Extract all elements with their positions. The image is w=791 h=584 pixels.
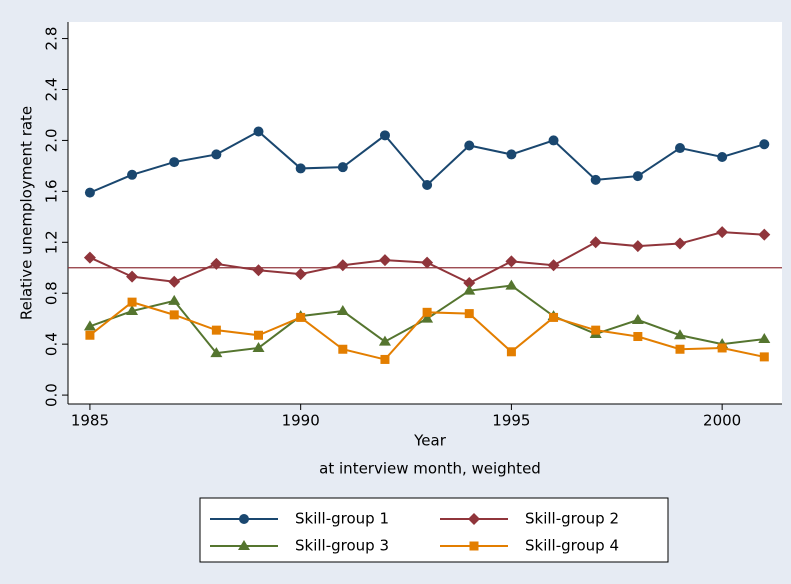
marker [380,354,390,364]
marker [169,157,180,168]
marker [295,163,306,174]
marker [468,513,480,525]
marker [210,347,223,358]
x-tick-label: 1985 [71,412,109,430]
marker [505,255,518,268]
marker [631,313,644,324]
marker [336,305,349,316]
x-axis-note: at interview month, weighted [319,460,541,478]
marker [338,344,348,354]
marker [675,344,685,354]
marker [717,151,728,162]
marker [547,259,560,272]
marker [378,254,391,267]
legend-label: Skill-group 4 [525,537,619,555]
marker [337,162,348,173]
marker [211,149,222,160]
y-tick-label: 0.8 [43,281,61,305]
marker [169,310,179,320]
marker [421,256,434,269]
marker [759,352,769,362]
marker [421,312,434,323]
marker [469,541,479,551]
marker [631,240,644,253]
legend [199,497,669,563]
y-tick-label: 2.0 [43,128,61,152]
x-axis-title: Year [413,432,447,450]
y-tick-label: 1.6 [43,179,61,203]
marker [294,268,307,281]
marker [84,187,95,198]
marker [296,312,306,322]
marker [336,259,349,272]
y-tick-label: 2.8 [43,27,61,51]
marker [168,294,181,305]
marker [83,320,96,331]
marker [422,179,433,190]
x-tick-label: 2000 [703,412,741,430]
plot-area [68,22,782,404]
marker [127,169,138,180]
marker [632,171,643,182]
marker [506,347,516,357]
marker [379,130,390,141]
marker [759,139,770,150]
marker [589,236,602,249]
marker [210,257,223,270]
marker [463,277,476,290]
marker [717,343,727,353]
marker [464,309,474,319]
legend-label: Skill-group 3 [295,537,389,555]
marker [548,135,559,146]
marker [168,275,181,288]
marker [83,251,96,264]
marker [126,270,139,283]
marker [716,226,729,239]
y-tick-label: 2.4 [43,78,61,102]
marker [85,330,95,340]
marker [758,228,771,241]
marker [239,514,249,524]
marker [590,174,601,185]
legend-label: Skill-group 1 [295,510,389,528]
y-tick-label: 0.0 [43,383,61,407]
marker [506,149,517,160]
x-tick-label: 1995 [492,412,530,430]
marker [674,329,686,340]
marker [127,297,137,307]
marker [252,341,265,352]
legend-label: Skill-group 2 [525,510,619,528]
marker [505,279,518,290]
marker [254,330,264,340]
marker [211,325,221,335]
marker [675,143,685,154]
marker [674,237,686,250]
marker [464,140,475,151]
y-axis-title: Relative unemployment rate [18,106,36,320]
marker [238,540,250,550]
y-tick-label: 0.4 [43,332,61,356]
marker [633,332,643,342]
x-tick-label: 1990 [282,412,320,430]
marker [126,305,139,316]
y-tick-label: 1.2 [43,230,61,254]
marker [253,126,264,137]
marker [422,307,432,317]
marker [758,333,771,344]
marker [252,264,265,277]
marker [591,325,601,335]
marker [549,312,559,322]
marker [378,335,391,346]
marker [463,284,476,295]
